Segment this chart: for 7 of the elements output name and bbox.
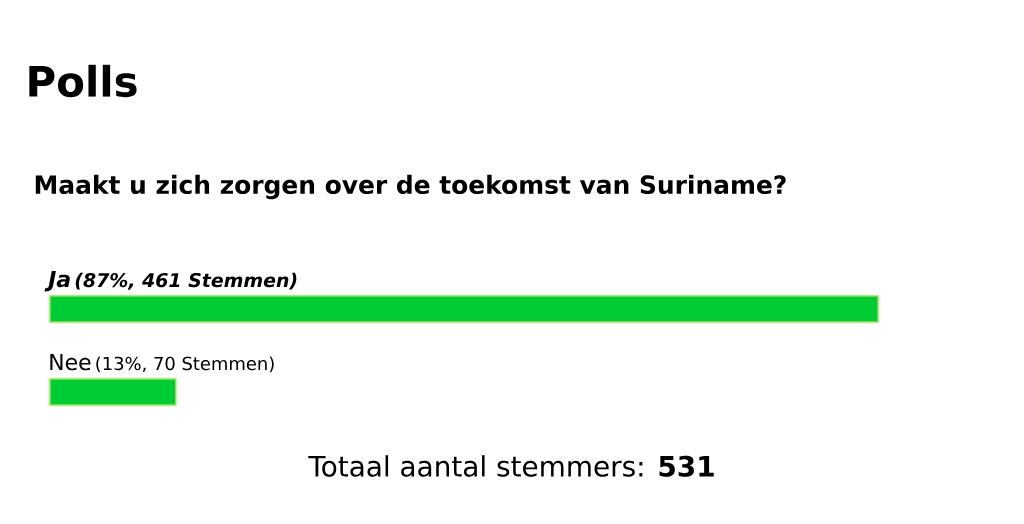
chart-title: Polls [29, 64, 137, 98]
data-label: (13%, 70 Stemmen) [96, 356, 274, 373]
data-label: (87%, 461 Stemmen) [75, 272, 297, 290]
chart-subtitle: Maakt u zich zorgen over de toekomst van Suriname? [35, 174, 786, 200]
text: Totaal aantal stemmers: 531 [308, 455, 714, 477]
y-tick-label: Ja [44, 271, 70, 292]
y-tick-label: Nee [50, 354, 91, 371]
